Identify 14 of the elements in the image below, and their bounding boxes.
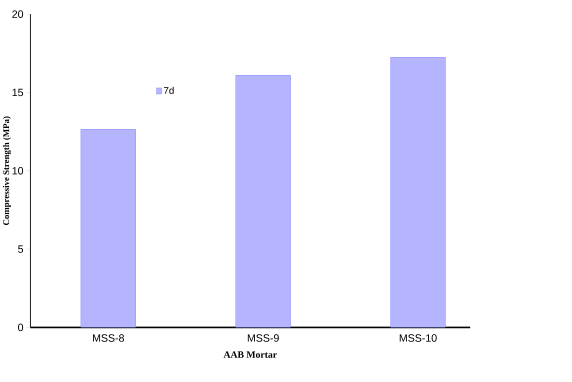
- y-tick-label: 10: [12, 166, 24, 174]
- bar: [80, 128, 136, 328]
- y-tick-label: 0: [18, 324, 24, 332]
- y-axis-title: Compressive Strength (MPa): [2, 116, 12, 225]
- x-tick-label: MSS-8: [93, 334, 124, 342]
- bar: [390, 56, 446, 328]
- y-tick-label: 5: [18, 245, 24, 253]
- legend-label: 7d: [164, 86, 174, 94]
- y-tick-label: 15: [12, 88, 24, 96]
- x-tick-label: MSS-10: [400, 334, 437, 342]
- x-tick-label: MSS-9: [248, 334, 279, 342]
- x-axis-title: AAB Mortar: [224, 351, 277, 358]
- y-tick-label: 20: [12, 10, 24, 18]
- bar: [236, 74, 291, 328]
